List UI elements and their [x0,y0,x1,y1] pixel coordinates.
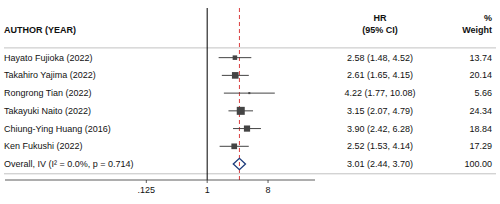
weight-label: 100.00 [464,159,492,169]
study-label: Takahiro Yajima (2022) [4,70,96,80]
hr-label: 2.58 (1.48, 4.52) [347,53,413,63]
study-label: Hayato Fujioka (2022) [4,53,93,63]
study-marker [231,143,237,149]
hr-label: 3.15 (2.07, 4.79) [347,106,413,116]
hr-label: 3.01 (2.44, 3.70) [347,159,413,169]
separator [4,47,496,48]
weight-label: 13.74 [469,53,492,63]
separator [4,173,496,174]
column-header: % [484,13,492,23]
column-header: HR [374,13,387,23]
ci-line [224,93,275,94]
study-label: Takayuki Naito (2022) [4,106,91,116]
weight-label: 5.66 [474,88,492,98]
study-marker [248,92,250,94]
weight-label: 24.34 [469,106,492,116]
x-tick-label: .125 [138,185,156,195]
study-marker [232,72,239,79]
hr-label: 3.90 (2.42, 6.28) [347,124,413,134]
hr-label: 4.22 (1.77, 10.08) [344,88,415,98]
reference-line [207,8,208,180]
overall-line [239,8,240,180]
study-marker [244,125,250,131]
study-label: Chiung-Ying Huang (2016) [4,124,111,134]
study-label: Rongrong Tian (2022) [4,88,92,98]
study-marker [237,107,245,115]
weight-label: 20.14 [469,70,492,80]
x-tick [268,180,269,183]
weight-label: 18.84 [469,124,492,134]
x-axis [5,180,315,181]
plot-area [207,8,275,180]
x-tick-label: 1 [205,185,210,195]
column-header: (95% CI) [362,25,398,35]
hr-label: 2.61 (1.65, 4.15) [347,70,413,80]
study-label: Ken Fukushi (2022) [4,141,83,151]
study-label: Overall, IV (I² = 0.0%, p = 0.714) [4,159,134,169]
hr-label: 2.52 (1.53, 4.14) [347,141,413,151]
column-header: Weight [462,25,492,35]
column-header: AUTHOR (YEAR) [4,25,76,35]
x-tick [207,180,208,183]
weight-label: 17.29 [469,141,492,151]
x-tick [146,180,147,183]
forest-plot: Hayato Fujioka (2022)2.58 (1.48, 4.52)13… [0,0,500,204]
x-tick-label: 8 [266,185,271,195]
study-marker [233,55,238,60]
overall-diamond [233,158,245,169]
